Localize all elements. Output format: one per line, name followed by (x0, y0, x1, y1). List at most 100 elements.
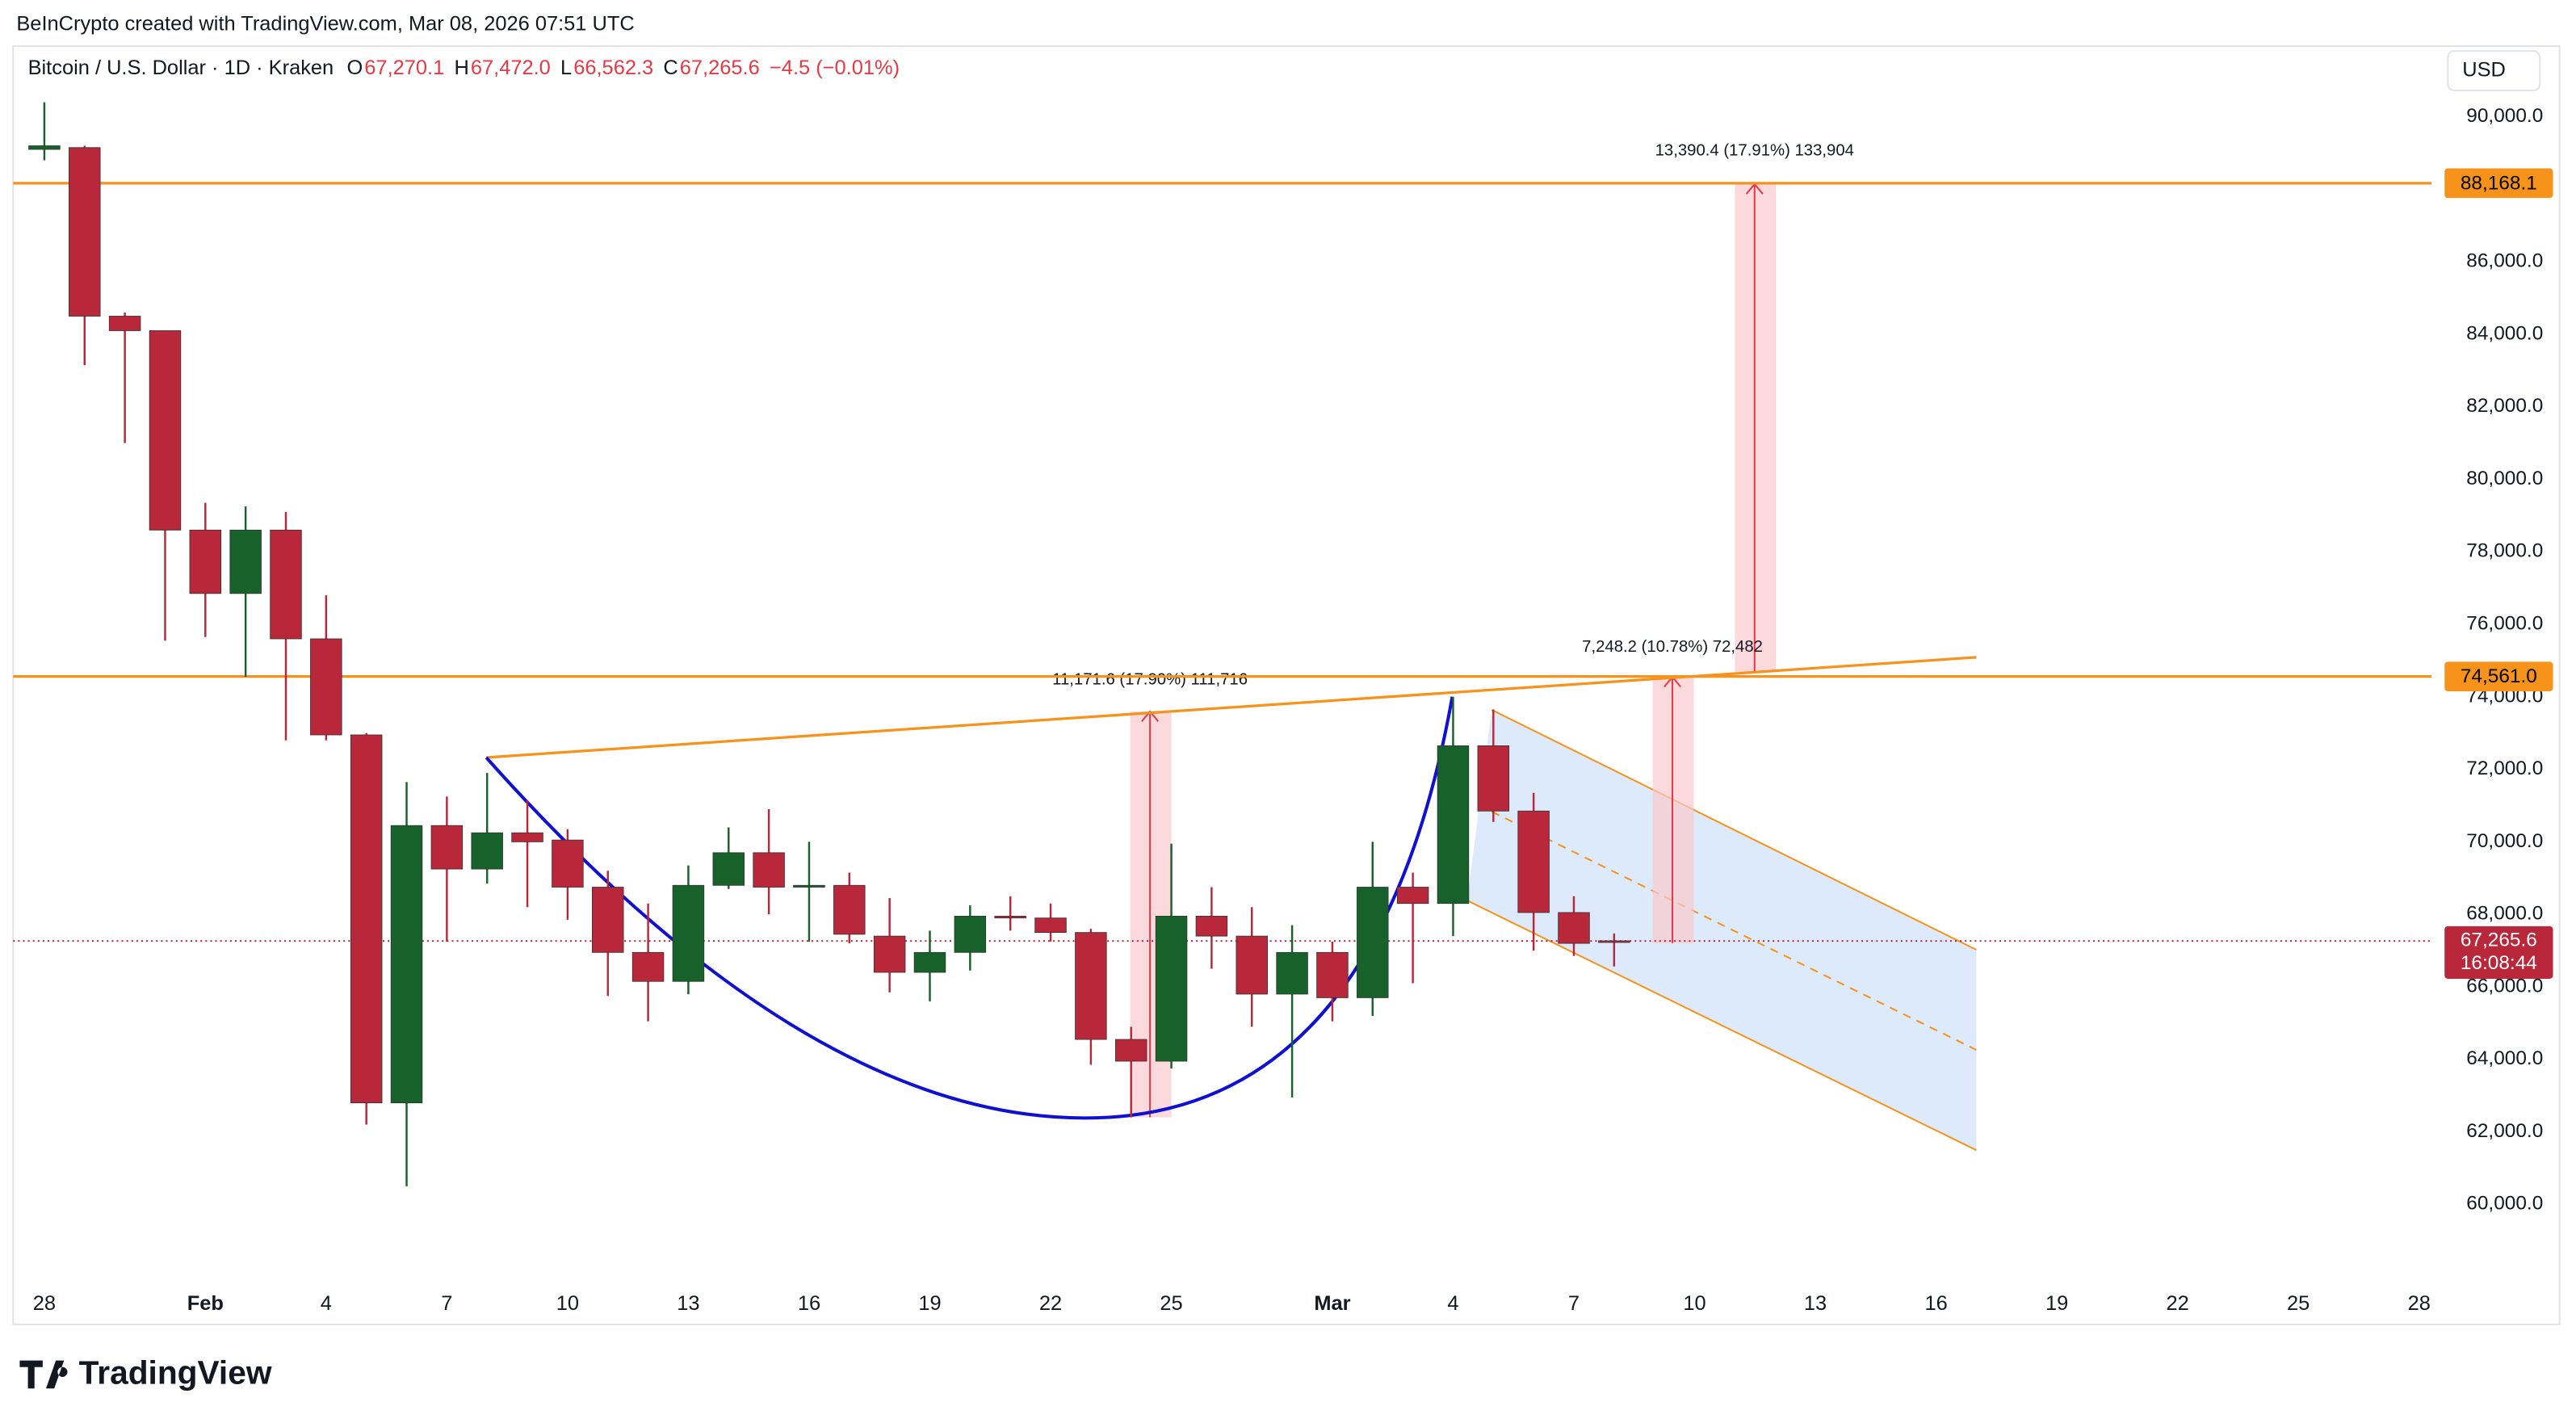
x-tick-label: 10 (556, 1292, 579, 1315)
channel-fill (1466, 709, 1977, 1151)
currency[interactable]: USD (2462, 58, 2506, 81)
x-tick-label: 25 (1160, 1292, 1182, 1315)
level-tag (2444, 661, 2553, 691)
x-tick-label: 25 (2287, 1292, 2310, 1315)
y-tick-label: 82,000.0 (2466, 395, 2543, 417)
candle-body (471, 832, 503, 870)
candle-body (672, 884, 705, 982)
x-tick-label: 4 (1447, 1292, 1458, 1315)
x-tick-label: 19 (918, 1292, 941, 1315)
countdown: 16:08:44 (2461, 952, 2537, 974)
candle-body (1155, 916, 1188, 1062)
measure-label: 13,390.4 (17.91%) 133,904 (1655, 142, 1854, 160)
x-tick-label: 16 (798, 1292, 820, 1315)
chart-frame (12, 45, 2561, 1325)
x-tick-label: Feb (187, 1292, 224, 1315)
candle-body (1598, 940, 1630, 943)
y-tick-label: 78,000.0 (2466, 540, 2543, 562)
y-tick-label: 90,000.0 (2466, 105, 2543, 127)
x-tick-label: 7 (1568, 1292, 1580, 1315)
candle-body (1477, 745, 1510, 812)
last-price-tag (2444, 926, 2553, 979)
y-tick-label: 70,000.0 (2466, 830, 2543, 852)
brand-logo (19, 1360, 68, 1389)
y-tick-label: 86,000.0 (2466, 250, 2543, 272)
y-tick-label: 68,000.0 (2466, 903, 2543, 925)
candle-body (390, 825, 423, 1104)
candle-body (712, 852, 745, 886)
candle-body (511, 832, 543, 842)
arrow-head (1141, 710, 1160, 722)
symbol: Bitcoin / U.S. Dollar · 1D · Kraken (28, 57, 334, 79)
candle-body (753, 852, 785, 888)
last-price-label: 67,265.6 (2461, 930, 2537, 951)
x-tick-label: 7 (441, 1292, 452, 1315)
legend-value: 67,270.1 (364, 57, 444, 79)
x-tick-label: 16 (1924, 1292, 1947, 1315)
measure-label: 11,171.6 (17.90%) 111,716 (1052, 671, 1248, 689)
y-tick-label: 84,000.0 (2466, 322, 2543, 344)
candle-body (1558, 912, 1590, 944)
y-tick-label: 80,000.0 (2466, 468, 2543, 489)
candle-body (270, 529, 302, 640)
candle-body (189, 529, 222, 594)
candle-body (994, 916, 1026, 919)
ohlc-legend: O 67,270.1 H 67,472.0 L 66,562.3 C 67,265.6 −4.5… (346, 57, 900, 79)
candle-body (430, 825, 464, 870)
candle-body (108, 316, 141, 331)
candle-body (1276, 951, 1308, 995)
legend-key: O (346, 57, 363, 79)
candle-body (552, 839, 584, 888)
x-tick-label: 4 (321, 1292, 332, 1315)
legend-key: L (560, 57, 572, 79)
measure-label: 7,248.2 (10.78%) 72,482 (1582, 638, 1763, 656)
x-tick-label: 22 (2167, 1292, 2189, 1315)
level-tag (2444, 168, 2553, 199)
candle-body (954, 916, 987, 953)
candle-body (793, 884, 825, 888)
legend-value: 67,265.6 (680, 57, 760, 79)
y-tick-label: 62,000.0 (2466, 1120, 2543, 1142)
candle-body (1075, 932, 1107, 1040)
candle-body (913, 951, 946, 973)
candle-body (1195, 916, 1228, 937)
brand: TradingView (79, 1354, 272, 1392)
candle-body (1357, 887, 1389, 998)
candle-body (229, 529, 262, 594)
y-tick-label: 72,000.0 (2466, 758, 2543, 779)
currency-button[interactable] (2447, 50, 2541, 91)
candle-body (1396, 887, 1429, 905)
x-tick-label: 28 (33, 1292, 56, 1315)
legend-value: 67,472.0 (471, 57, 551, 79)
channel-mid (1478, 804, 1977, 1052)
candle-body (873, 935, 906, 973)
candle-body (149, 330, 182, 531)
y-tick-label: 64,000.0 (2466, 1047, 2543, 1069)
candle-body (1437, 745, 1470, 905)
candle-body (69, 147, 101, 317)
candle-body (1114, 1039, 1147, 1062)
channel-lower (1466, 900, 1977, 1152)
x-tick-label: 13 (1804, 1292, 1827, 1315)
level-label: 74,561.0 (2461, 665, 2537, 687)
candle-body (1236, 935, 1268, 995)
candle-body (350, 734, 383, 1104)
candle-body (1517, 810, 1550, 913)
x-tick-label: 28 (2408, 1292, 2431, 1315)
legend-key: H (454, 57, 468, 79)
x-tick-label: 22 (1039, 1292, 1062, 1315)
candle-body (592, 887, 624, 953)
candle-body (631, 951, 665, 982)
candle-body (310, 638, 342, 736)
legend-key: C (663, 57, 678, 79)
x-tick-label: 19 (2045, 1292, 2068, 1315)
candle-body (1316, 951, 1349, 998)
candle-body (1034, 917, 1067, 934)
x-tick-label: 13 (677, 1292, 699, 1315)
header: BeInCrypto created with TradingView.com,… (16, 12, 634, 35)
plot: 60,000.062,000.064,000.066,000.068,000.0… (13, 102, 2553, 1315)
y-tick-label: 76,000.0 (2466, 613, 2543, 635)
legend-change: −4.5 (−0.01%) (770, 57, 900, 79)
